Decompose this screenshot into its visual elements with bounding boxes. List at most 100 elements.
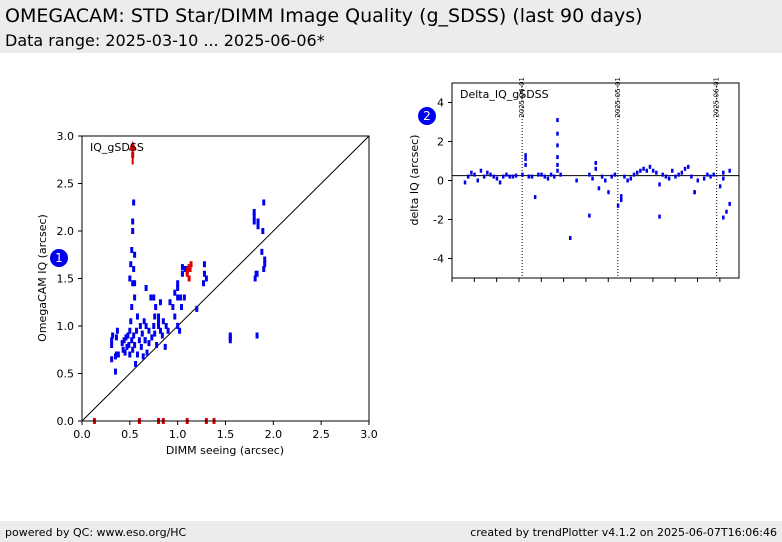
chart2-point xyxy=(543,174,546,179)
chart1-point xyxy=(140,330,144,337)
chart1-point xyxy=(134,361,138,367)
chart1-xtick-label: 3.0 xyxy=(360,428,378,441)
chart2-point xyxy=(489,172,492,177)
chart1-point xyxy=(143,337,147,344)
chart1-ytick-label: 0.0 xyxy=(57,415,75,428)
chart1-point xyxy=(128,351,132,358)
chart2-point xyxy=(594,160,597,165)
chart1-point xyxy=(113,368,117,375)
chart2-ytick-label: -4 xyxy=(433,253,444,266)
chart2-point xyxy=(613,172,617,177)
chart2-point xyxy=(728,168,731,173)
chart2-point xyxy=(559,172,562,177)
chart1-point xyxy=(152,323,156,329)
chart2-point xyxy=(524,162,527,167)
chart2-point xyxy=(482,174,486,179)
chart2-point xyxy=(537,172,540,177)
chart2-point xyxy=(524,153,527,158)
chart1-outlier-point xyxy=(187,275,191,282)
chart1-point xyxy=(135,351,139,358)
footer-bar: powered by QC: www.eso.org/HC created by… xyxy=(0,521,782,542)
chart1-point xyxy=(182,294,186,301)
chart1-point xyxy=(168,299,172,306)
chart1-point xyxy=(157,323,161,329)
chart2-point xyxy=(677,172,680,177)
chart2-point xyxy=(508,174,511,179)
chart1-point xyxy=(204,275,208,282)
chart1-point xyxy=(260,248,264,255)
chart1-point xyxy=(135,313,139,320)
chart2-point xyxy=(620,194,623,199)
chart2-point xyxy=(470,170,473,175)
chart2-point xyxy=(722,215,725,220)
chart1-point xyxy=(130,247,134,253)
chart2-point xyxy=(546,176,550,181)
chart2-point xyxy=(623,174,626,179)
chart2-point xyxy=(604,178,607,183)
chart2-badge-circle xyxy=(418,107,436,125)
chart1-point xyxy=(155,342,159,348)
chart1-point xyxy=(125,343,129,350)
chart2-point xyxy=(722,176,725,181)
chart1-point xyxy=(133,251,137,258)
chart2-point xyxy=(667,176,671,181)
chart2-ytick-label: 2 xyxy=(437,136,444,149)
chart1-point xyxy=(153,330,157,337)
chart1-ytick-label: 1.0 xyxy=(57,320,75,333)
chart1-point xyxy=(253,275,257,282)
chart1-point xyxy=(202,270,206,277)
chart2-point xyxy=(658,182,661,187)
chart2-date-marker-label: 2025-04-01 xyxy=(518,77,526,118)
chart2-point xyxy=(533,195,537,200)
chart1-point xyxy=(262,199,266,206)
chart1-point xyxy=(141,353,145,360)
chart1-ytick-label: 2.5 xyxy=(57,178,75,191)
footer-created-by: created by trendPlotter v4.1.2 on 2025-0… xyxy=(470,526,777,539)
chart1-point xyxy=(123,349,127,356)
chart2-point xyxy=(568,236,572,241)
chart2-ylabel: delta IQ (arcsec) xyxy=(408,135,421,226)
chart2-point xyxy=(556,131,559,136)
chart2-ytick-label: 4 xyxy=(437,97,444,110)
chart1-badge-circle xyxy=(50,249,68,267)
chart1-point xyxy=(252,213,256,220)
chart1-point xyxy=(176,280,180,287)
chart1-point xyxy=(256,223,260,230)
chart1-xtick-label: 1.0 xyxy=(169,428,187,441)
chart2-point xyxy=(514,173,518,178)
chart2-point xyxy=(607,190,610,195)
chart1-ytick-label: 2.0 xyxy=(57,225,75,238)
chart1-outlier-arrow-head xyxy=(128,140,137,151)
chart2-point xyxy=(524,157,527,162)
chart1-point xyxy=(179,304,183,310)
chart1-badge-label: 1 xyxy=(55,251,63,265)
chart1-point xyxy=(126,332,130,339)
chart1-point xyxy=(110,342,114,348)
chart2-point xyxy=(530,174,534,179)
chart1-point xyxy=(160,332,164,339)
chart1-xtick-label: 0.5 xyxy=(121,428,139,441)
data-range-subtitle: Data range: 2025-03-10 ... 2025-06-06* xyxy=(5,31,325,50)
chart1-point xyxy=(201,280,205,287)
chart1-point xyxy=(179,294,183,301)
chart1-ylabel: OmegaCAM IQ (arcsec) xyxy=(36,214,49,342)
chart1-point xyxy=(164,323,168,329)
chart1-point xyxy=(153,313,157,320)
chart1-point xyxy=(131,346,135,353)
chart1-outlier-point xyxy=(189,261,193,268)
chart1-diagonal-line xyxy=(81,135,370,422)
page-title: OMEGACAM: STD Star/DIMM Image Quality (g… xyxy=(5,5,643,27)
chart2-point xyxy=(639,168,642,173)
chart1-point xyxy=(252,218,256,225)
chart1-point xyxy=(135,327,139,334)
chart1-point xyxy=(263,261,267,268)
chart1-point xyxy=(122,337,126,344)
chart2-point xyxy=(556,118,559,123)
chart1-xtick-label: 1.5 xyxy=(217,428,235,441)
chart1-point xyxy=(138,323,142,329)
chart1-point xyxy=(176,323,180,329)
chart2-point xyxy=(495,176,499,181)
chart1-xtick-label: 2.5 xyxy=(312,428,330,441)
chart2-point xyxy=(632,172,636,177)
chart1-point xyxy=(263,256,267,263)
